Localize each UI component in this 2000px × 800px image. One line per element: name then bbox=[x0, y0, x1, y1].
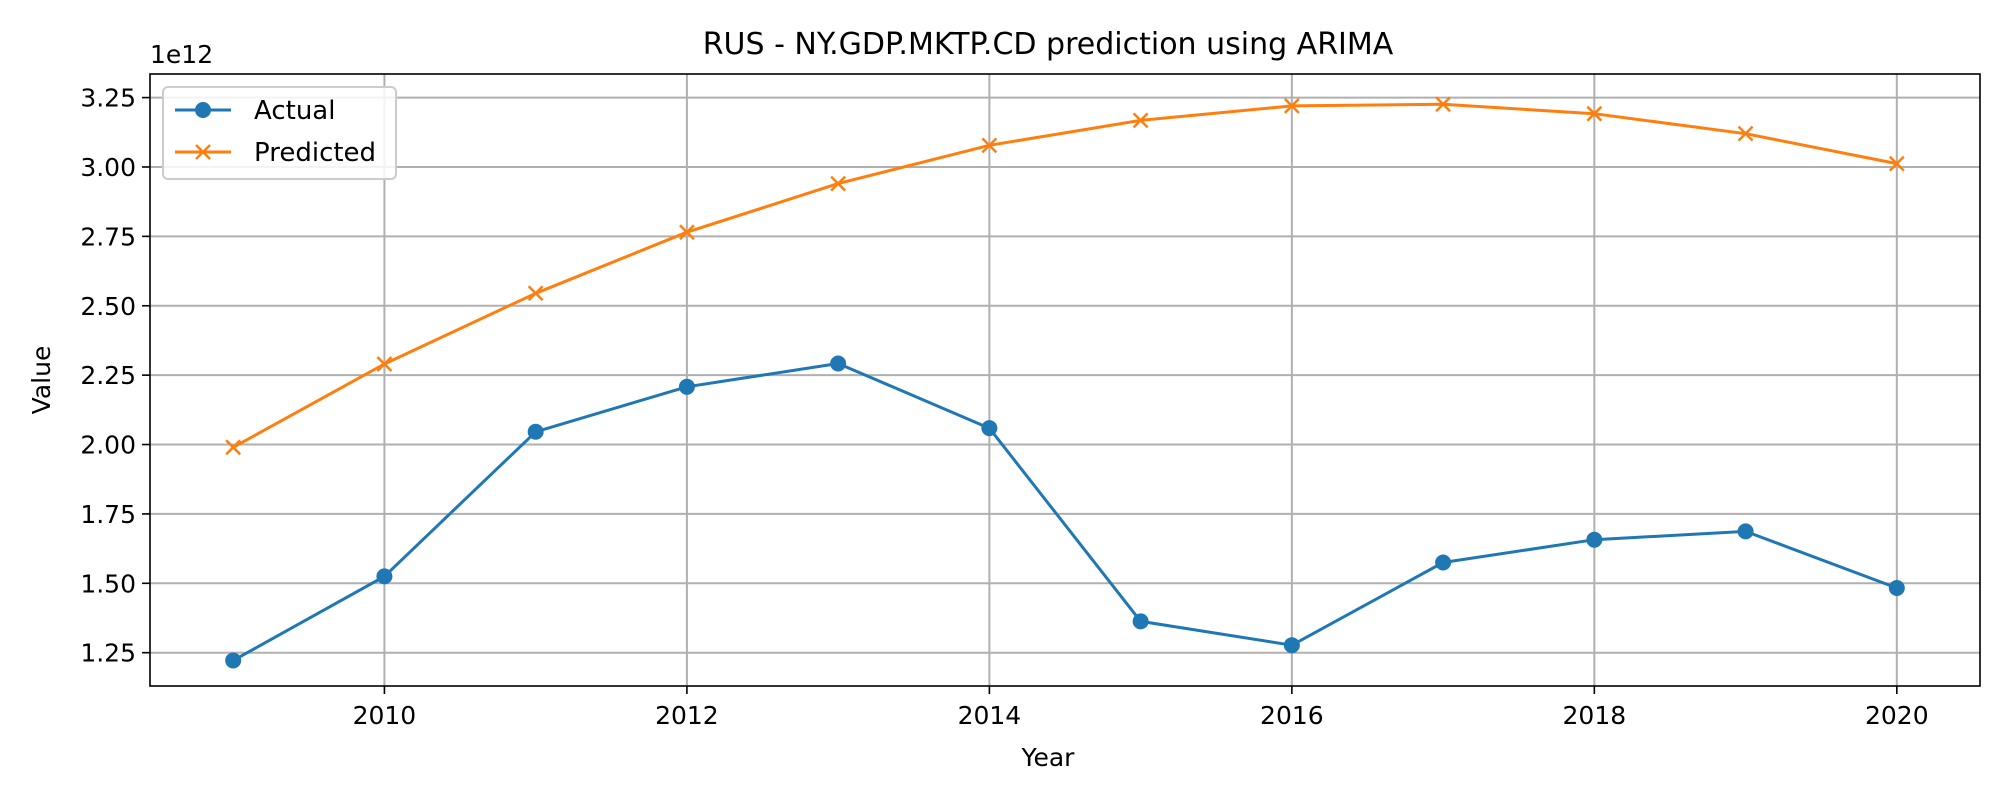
y-tick-label: 3.00 bbox=[80, 153, 136, 182]
y-tick-label: 1.50 bbox=[80, 569, 136, 598]
plot-frame bbox=[149, 73, 1981, 687]
x-axis-label: Year bbox=[1021, 743, 1076, 772]
x-tick-label: 2014 bbox=[958, 701, 1022, 730]
y-axis-offset-label: 1e12 bbox=[150, 40, 213, 69]
data-point-actual bbox=[1586, 531, 1603, 548]
y-tick-label: 1.25 bbox=[80, 639, 136, 668]
legend-entry-actual: Actual bbox=[175, 96, 335, 126]
legend: Actual Predicted bbox=[162, 86, 397, 180]
data-point-predicted bbox=[1737, 125, 1754, 142]
series-line-actual bbox=[232, 362, 1898, 662]
tick-layer: 2010 2012 2014 2016 2018 2020 1.25 1.50 1.75 2.00… bbox=[80, 84, 1928, 730]
data-point-predicted bbox=[981, 137, 998, 154]
data-point-predicted bbox=[1132, 112, 1149, 129]
data-point-actual bbox=[527, 423, 544, 440]
data-point-predicted bbox=[1435, 96, 1451, 113]
y-tick-label: 2.75 bbox=[80, 222, 136, 251]
y-tick-label: 2.50 bbox=[80, 292, 136, 321]
x-tick-label: 2018 bbox=[1563, 701, 1627, 730]
data-point-predicted bbox=[1283, 98, 1300, 114]
data-point-predicted bbox=[225, 439, 242, 456]
legend-label-predicted: Predicted bbox=[254, 138, 376, 168]
x-tick-label: 2016 bbox=[1260, 701, 1324, 730]
data-point-predicted bbox=[679, 224, 695, 241]
data-point-actual bbox=[1283, 637, 1300, 654]
legend-label-actual: Actual bbox=[254, 96, 335, 126]
legend-marker-predicted bbox=[195, 144, 211, 160]
y-axis-label: Value bbox=[27, 346, 56, 415]
legend-entry-predicted: Predicted bbox=[175, 138, 376, 168]
data-point-predicted bbox=[1888, 155, 1905, 172]
series-layer bbox=[225, 96, 1905, 669]
data-point-predicted bbox=[1586, 105, 1603, 122]
data-point-actual bbox=[678, 378, 695, 395]
data-point-actual bbox=[981, 420, 998, 437]
y-tick-label: 3.25 bbox=[80, 84, 136, 113]
data-point-actual bbox=[830, 355, 847, 372]
y-tick-label: 2.00 bbox=[80, 431, 136, 460]
x-tick-label: 2010 bbox=[353, 701, 417, 730]
data-point-actual bbox=[1888, 580, 1905, 597]
data-point-actual bbox=[1435, 554, 1452, 571]
legend-marker-actual bbox=[195, 102, 211, 118]
data-point-actual bbox=[1737, 523, 1754, 540]
grid-layer bbox=[150, 74, 1980, 686]
data-point-actual bbox=[225, 652, 242, 669]
data-point-predicted bbox=[376, 356, 393, 372]
data-point-predicted bbox=[830, 175, 847, 192]
y-tick-label: 2.25 bbox=[80, 361, 136, 390]
series-line-predicted bbox=[232, 102, 1898, 449]
chart-title: RUS - NY.GDP.MKTP.CD prediction using AR… bbox=[703, 27, 1394, 62]
y-tick-label: 1.75 bbox=[80, 500, 136, 529]
data-point-actual bbox=[376, 568, 393, 585]
x-tick-label: 2020 bbox=[1865, 701, 1929, 730]
data-point-actual bbox=[1132, 613, 1149, 630]
data-point-predicted bbox=[527, 285, 544, 302]
x-tick-label: 2012 bbox=[655, 701, 719, 730]
